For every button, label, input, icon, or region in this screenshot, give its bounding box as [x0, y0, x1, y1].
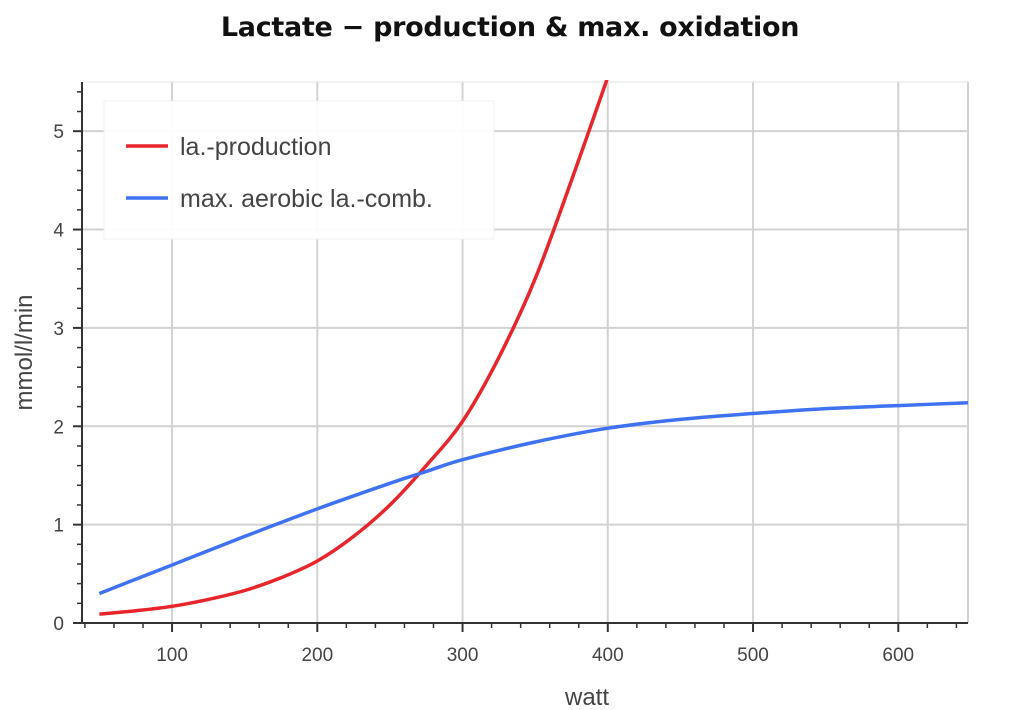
y-tick-label: 5: [53, 122, 64, 143]
legend-label-1: la.-production: [180, 133, 331, 161]
y-tick-label: 1: [53, 516, 64, 537]
series-line-1: [99, 80, 609, 616]
legend-box: [103, 100, 495, 240]
legend: la.-production max. aerobic la.-comb.: [103, 100, 495, 240]
y-tick-label: 0: [53, 614, 64, 635]
chart-title: Lactate − production & max. oxidation: [220, 12, 800, 43]
axes: 100 200 300 400 500 600 0 1 2 3 4 5: [53, 82, 968, 666]
y-tick-label: 4: [53, 221, 64, 242]
x-tick-label: 200: [301, 645, 333, 666]
y-tick-label: 3: [53, 319, 64, 340]
x-tick-label: 600: [882, 645, 914, 666]
legend-label-2: max. aerobic la.-comb.: [180, 185, 433, 213]
x-tick-label: 100: [156, 645, 188, 666]
series-layer: [98, 80, 968, 616]
y-axis-label: mmol/l/min: [11, 294, 38, 410]
x-tick-label: 400: [592, 645, 624, 666]
y-tick-label: 2: [53, 417, 64, 438]
series-line-2: [98, 400, 968, 596]
x-axis-label: watt: [564, 684, 609, 710]
x-tick-label: 500: [737, 645, 769, 666]
x-tick-label: 300: [447, 645, 479, 666]
